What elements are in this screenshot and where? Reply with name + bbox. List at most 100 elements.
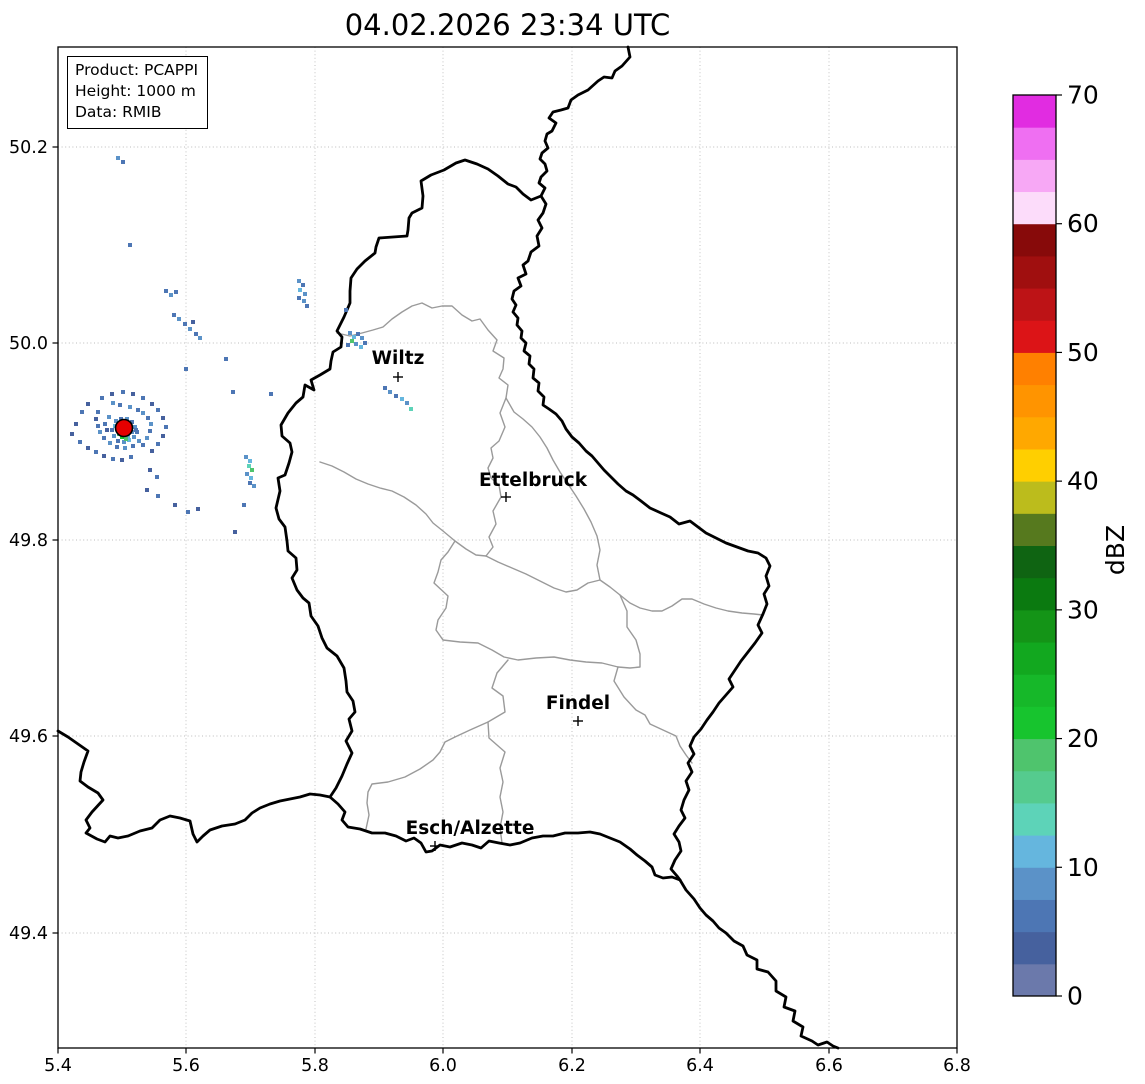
echo-cell <box>136 408 140 412</box>
y-axis-tick-label: 50.0 <box>9 334 48 354</box>
echo-cell <box>128 405 132 409</box>
echo-cell <box>164 289 168 293</box>
echo-cell <box>186 510 190 514</box>
echo-cell <box>96 424 100 428</box>
echo-cell <box>121 390 125 394</box>
radar-site-marker <box>114 418 134 438</box>
echo-cell <box>155 475 159 479</box>
colorbar-band <box>1013 770 1056 804</box>
colorbar-band <box>1013 674 1056 707</box>
echo-cell <box>111 457 115 461</box>
city-label: Wiltz <box>372 348 425 369</box>
echo-cell <box>145 436 149 440</box>
national-border-line <box>678 878 840 1050</box>
echo-cell <box>224 357 228 361</box>
city-label: Ettelbruck <box>479 470 588 491</box>
colorbar-band <box>1013 127 1056 160</box>
colorbar-tick-label: 20 <box>1067 724 1099 753</box>
echo-cell <box>94 417 98 421</box>
echo-cell <box>297 296 301 300</box>
canton-border-line <box>613 666 693 764</box>
echo-cell <box>245 472 249 476</box>
y-axis-tick-label: 49.4 <box>9 924 48 944</box>
canton-border-line <box>319 461 487 557</box>
canton-border-line <box>365 721 489 830</box>
echo-cell <box>119 417 123 421</box>
echo-cell <box>111 401 115 405</box>
canton-border-line <box>336 302 509 557</box>
colorbar-band <box>1013 802 1056 836</box>
axis-ticks: 5.4 5.6 5.8 6.0 6.2 6.4 6.6 6.8 50.2 50.0 49.8 49.6… <box>9 138 971 1076</box>
colorbar-tick-label: 70 <box>1067 81 1099 110</box>
colorbar-band <box>1013 577 1056 611</box>
echo-cell <box>305 304 309 308</box>
echo-cell <box>115 445 119 449</box>
echo-cell <box>248 481 252 485</box>
echo-cell <box>103 422 107 426</box>
x-axis-tick-label: 5.6 <box>172 1056 200 1076</box>
echo-cell <box>149 422 153 426</box>
national-border-line <box>328 795 682 882</box>
echo-cell <box>150 402 154 406</box>
echo-cell <box>120 458 124 462</box>
echo-cell <box>164 425 168 429</box>
echo-cell <box>188 327 192 331</box>
colorbar-band <box>1013 899 1056 933</box>
echo-cell <box>244 455 248 459</box>
national-border-line <box>537 45 632 198</box>
echo-cell <box>297 279 301 283</box>
x-axis-tick-label: 6.0 <box>429 1056 457 1076</box>
x-axis-tick-label: 6.8 <box>943 1056 971 1076</box>
colorbar-band <box>1013 963 1056 997</box>
y-axis-tick-label: 49.8 <box>9 531 48 551</box>
colorbar-band <box>1013 191 1056 225</box>
colorbar-band <box>1013 448 1056 482</box>
echo-cell <box>86 402 90 406</box>
echo-cell <box>248 459 252 463</box>
colorbar-band <box>1013 384 1056 418</box>
national-borders <box>56 45 840 1050</box>
product-info-box: Product: PCAPPI Height: 1000 m Data: RMI… <box>67 56 209 129</box>
echo-cell <box>94 450 98 454</box>
canton-border-line <box>433 540 456 641</box>
echo-cell <box>131 444 135 448</box>
x-axis-tick-label: 5.8 <box>301 1056 329 1076</box>
product-info-line-height: Height: 1000 m <box>75 82 196 100</box>
colorbar-tick-label: 30 <box>1067 595 1099 624</box>
canton-border-line <box>617 594 641 669</box>
canton-border-line <box>442 639 619 668</box>
echo-cell <box>130 420 134 424</box>
echo-cell <box>350 339 354 343</box>
echo-cell <box>409 407 413 411</box>
echo-cell <box>114 419 118 423</box>
echo-cell <box>78 440 82 444</box>
echo-cell <box>127 438 131 442</box>
echo-cell <box>298 288 302 292</box>
echo-cell <box>141 396 145 400</box>
national-border-line <box>510 194 772 882</box>
echo-cell <box>352 335 356 339</box>
colorbar-band <box>1013 352 1056 386</box>
colorbar-tick-label: 50 <box>1067 338 1099 367</box>
echo-cell <box>148 468 152 472</box>
echo-cell <box>133 425 137 429</box>
product-info-line-data: Data: RMIB <box>75 103 162 121</box>
echo-cell <box>146 416 150 420</box>
colorbar-band <box>1013 513 1056 546</box>
echo-cell <box>150 449 154 453</box>
colorbar-band <box>1013 320 1056 353</box>
echo-cell <box>346 343 350 347</box>
colorbar-band <box>1013 706 1056 740</box>
echo-cell <box>354 342 358 346</box>
echo-cell <box>359 345 363 349</box>
canton-border-line <box>485 555 764 616</box>
echo-cell <box>196 507 200 511</box>
echo-cell <box>121 160 125 164</box>
colorbar-band <box>1013 609 1056 643</box>
echo-cell <box>360 336 364 340</box>
colorbar-tick-label: 60 <box>1067 209 1099 238</box>
echo-cell <box>301 283 305 287</box>
echo-cell <box>141 411 145 415</box>
colorbar-band <box>1013 738 1056 772</box>
